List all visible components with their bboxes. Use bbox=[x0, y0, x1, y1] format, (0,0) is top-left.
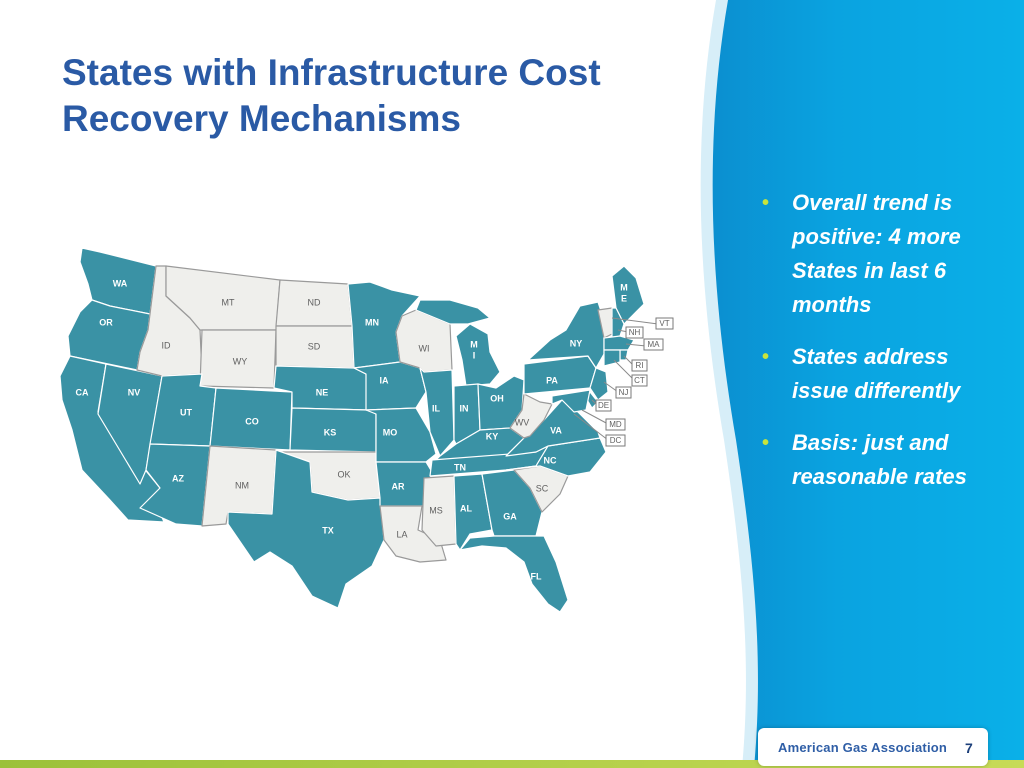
state-label-ar: AR bbox=[392, 481, 405, 491]
logo-text: American Gas Association bbox=[778, 740, 948, 755]
state-label-ms: MS bbox=[429, 505, 443, 515]
state-label-ca: CA bbox=[76, 387, 89, 397]
state-label-ks: KS bbox=[324, 427, 337, 437]
state-tx bbox=[227, 449, 385, 609]
slide-title-line-1: States with Infrastructure Cost bbox=[62, 52, 601, 93]
state-mo bbox=[365, 407, 437, 463]
state-label-wv: WV bbox=[515, 417, 530, 427]
state-label-ne: NE bbox=[316, 387, 329, 397]
state-pa bbox=[523, 355, 597, 395]
state-label-az: AZ bbox=[172, 473, 184, 483]
slide-title: States with Infrastructure Cost Recovery… bbox=[62, 50, 682, 142]
bullet-marker-icon: • bbox=[762, 432, 770, 454]
state-label-fl: FL bbox=[531, 571, 542, 581]
callout-label-dc: DC bbox=[610, 436, 622, 445]
state-label-ia: IA bbox=[380, 375, 390, 385]
state-labels: WA OR CA NV ID MT WY UT AZ CO NM ND SD N… bbox=[76, 278, 628, 581]
state-label-wi: WI bbox=[419, 343, 430, 353]
callout-box-dc bbox=[605, 434, 626, 447]
state-label-or: OR bbox=[99, 317, 113, 327]
state-label-mt: MT bbox=[222, 297, 235, 307]
state-label-wy: WY bbox=[233, 356, 248, 366]
state-label-wa: WA bbox=[113, 278, 128, 288]
state-label-oh: OH bbox=[490, 393, 504, 403]
state-label-co: CO bbox=[245, 416, 259, 426]
bullet-text: States address issue differently bbox=[792, 344, 961, 403]
state-label-al: AL bbox=[460, 503, 472, 513]
state-label-ut: UT bbox=[180, 407, 192, 417]
state-callouts: VT NH MA RI CT NJ DE MD DC bbox=[573, 317, 674, 447]
state-label-nc: NC bbox=[544, 455, 557, 465]
state-label-va: VA bbox=[550, 425, 562, 435]
bullet-item: • Overall trend is positive: 4 more Stat… bbox=[762, 186, 992, 322]
state-ny bbox=[527, 301, 605, 369]
slide-title-line-2: Recovery Mechanisms bbox=[62, 98, 461, 139]
state-label-in: IN bbox=[460, 403, 469, 413]
state-label-mi-1: M bbox=[470, 339, 478, 349]
state-label-nm: NM bbox=[235, 480, 249, 490]
state-fl bbox=[459, 535, 569, 613]
state-md bbox=[551, 389, 591, 413]
state-label-ny: NY bbox=[570, 338, 583, 348]
aga-logo: American Gas Association bbox=[758, 728, 988, 766]
state-mi-upper bbox=[415, 299, 491, 325]
state-label-me-2: E bbox=[621, 293, 627, 303]
state-label-sc: SC bbox=[536, 483, 549, 493]
state-shapes bbox=[59, 247, 645, 613]
callout-label-de: DE bbox=[598, 401, 609, 410]
callout-label-ma: MA bbox=[648, 340, 661, 349]
callout-box-vt bbox=[655, 317, 674, 330]
callout-box-nj bbox=[615, 386, 632, 399]
state-label-sd: SD bbox=[308, 341, 321, 351]
callout-box-ma bbox=[643, 338, 664, 351]
state-nc bbox=[505, 437, 607, 477]
state-label-mi-2: I bbox=[473, 350, 476, 360]
state-mi bbox=[455, 323, 501, 387]
bullet-marker-icon: • bbox=[762, 192, 770, 214]
state-label-mo: MO bbox=[383, 427, 398, 437]
us-map: VT NH MA RI CT NJ DE MD DC WA OR CA NV I… bbox=[59, 247, 674, 613]
callout-box-de bbox=[595, 399, 612, 412]
callout-label-ct: CT bbox=[634, 376, 645, 385]
callout-label-ri: RI bbox=[636, 361, 644, 370]
footer-bar bbox=[0, 760, 1024, 768]
state-label-me-1: M bbox=[620, 282, 628, 292]
bullet-marker-icon: • bbox=[762, 346, 770, 368]
callout-label-md: MD bbox=[609, 420, 622, 429]
blue-panel bbox=[712, 0, 1024, 768]
state-label-ky: KY bbox=[486, 431, 499, 441]
state-la bbox=[379, 505, 447, 563]
callout-label-vt: VT bbox=[659, 319, 669, 328]
callout-box-ri bbox=[631, 359, 648, 372]
state-label-ga: GA bbox=[503, 511, 517, 521]
state-label-ok: OK bbox=[337, 469, 350, 479]
state-label-nd: ND bbox=[308, 297, 321, 307]
state-label-nv: NV bbox=[128, 387, 141, 397]
state-label-tx: TX bbox=[322, 525, 334, 535]
bullet-item: • States address issue differently bbox=[762, 340, 992, 408]
callout-label-nh: NH bbox=[629, 328, 641, 337]
bullet-list: • Overall trend is positive: 4 more Stat… bbox=[762, 186, 992, 512]
state-label-il: IL bbox=[432, 403, 441, 413]
state-label-tn: TN bbox=[454, 462, 466, 472]
state-il bbox=[419, 367, 455, 457]
bullet-item: • Basis: just and reasonable rates bbox=[762, 426, 992, 494]
state-label-pa: PA bbox=[546, 375, 558, 385]
state-label-la: LA bbox=[396, 529, 407, 539]
state-label-id: ID bbox=[162, 340, 172, 350]
state-label-mn: MN bbox=[365, 317, 379, 327]
callout-box-md bbox=[605, 418, 626, 431]
bullet-text: Basis: just and reasonable rates bbox=[792, 430, 967, 489]
state-ms bbox=[421, 475, 457, 547]
callout-label-nj: NJ bbox=[619, 388, 629, 397]
page-number: 7 bbox=[965, 740, 973, 756]
state-nj bbox=[589, 367, 609, 401]
callout-box-nh bbox=[625, 326, 644, 339]
state-va bbox=[505, 399, 601, 457]
bullet-text: Overall trend is positive: 4 more States… bbox=[792, 190, 961, 317]
callout-box-ct bbox=[631, 374, 648, 387]
